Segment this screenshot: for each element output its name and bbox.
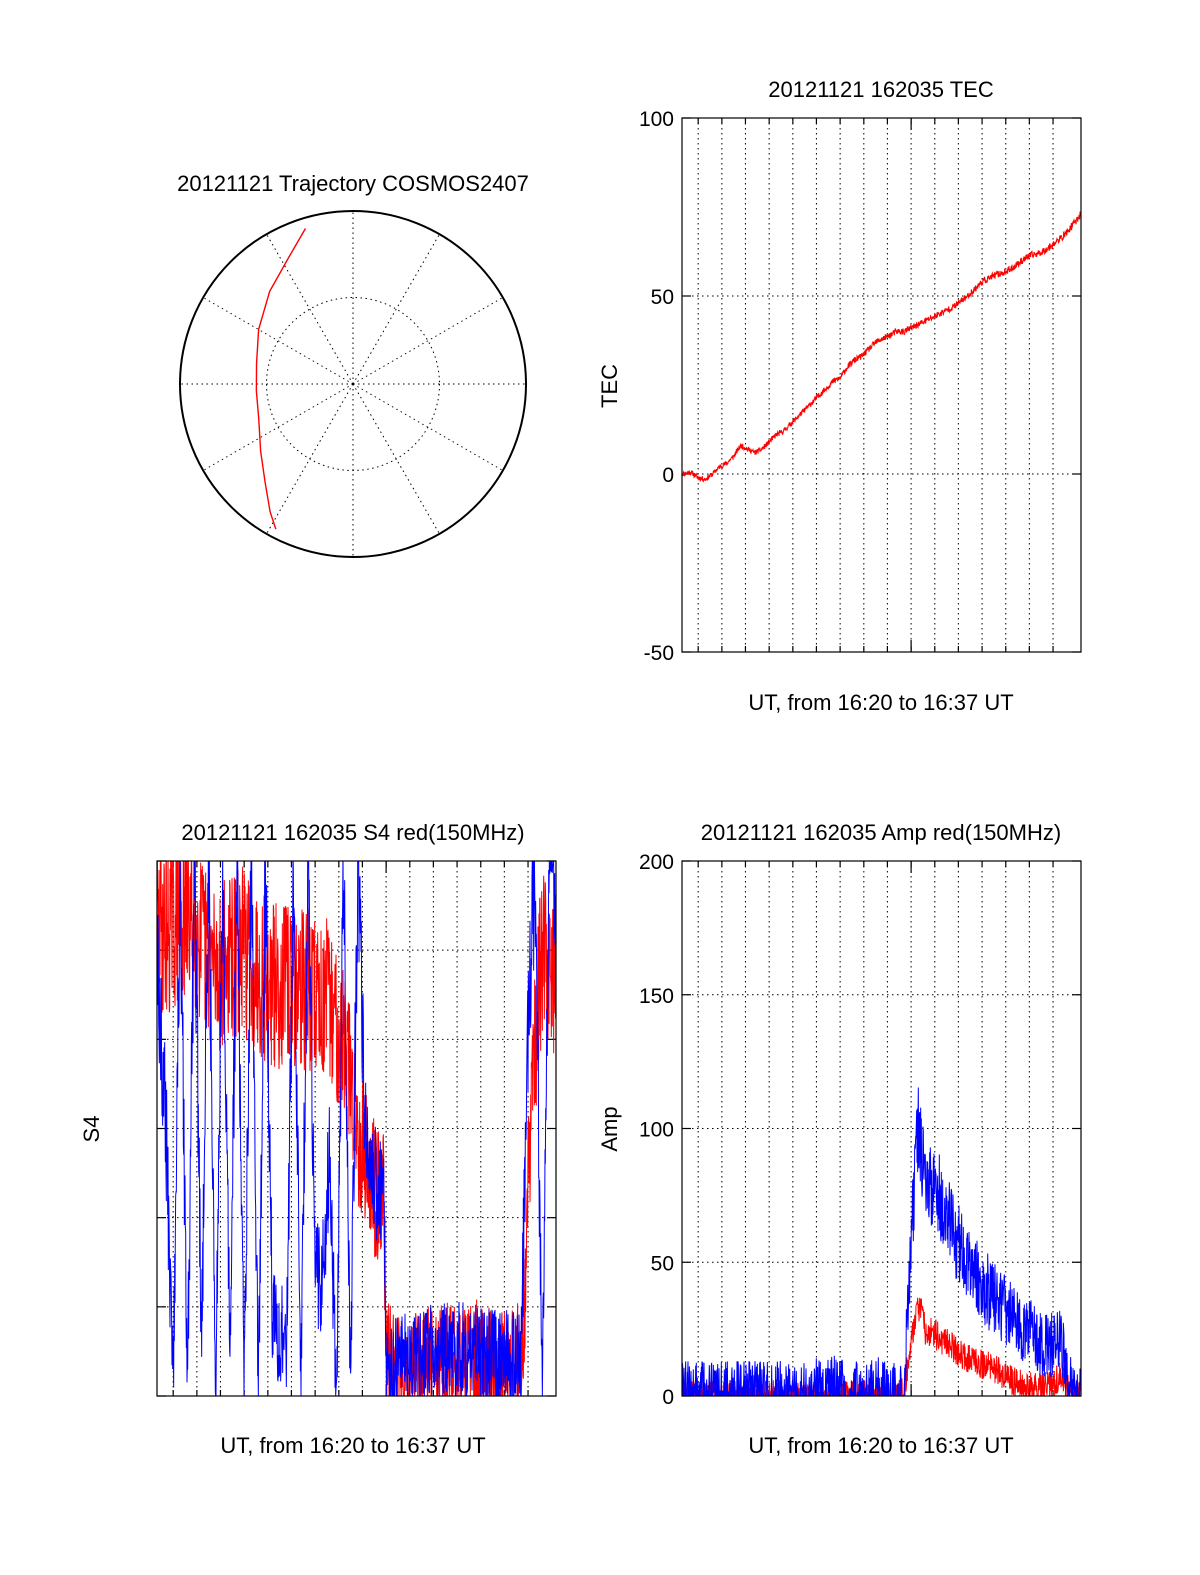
y-tick-label: 50 — [651, 1252, 674, 1275]
y-tick-label: 150 — [639, 985, 674, 1008]
s4-title: 20121121 162035 S4 red(150MHz) — [181, 820, 524, 845]
tec-plot: -50 0 50 100 — [639, 108, 1082, 665]
polar-outer-ring — [179, 210, 527, 558]
trajectory-panel: 20121121 Trajectory COSMOS2407 — [177, 171, 529, 558]
amp-plot: 0 50 100 150 200 — [639, 851, 1082, 1409]
series-line-blue — [682, 1087, 1081, 1396]
tec-panel: 20121121 162035 TEC -50 0 50 100 UT, from 1… — [597, 77, 1082, 715]
trajectory-title: 20121121 Trajectory COSMOS2407 — [177, 171, 529, 196]
plot-frame — [681, 860, 1082, 1397]
y-tick-label: 100 — [639, 108, 674, 131]
y-tick-label: 50 — [651, 286, 674, 309]
series-line-red — [157, 861, 556, 1396]
amp-xlabel: UT, from 16:20 to 16:37 UT — [748, 1433, 1013, 1458]
amp-title: 20121121 162035 Amp red(150MHz) — [701, 820, 1061, 845]
y-tick-label: 100 — [639, 1119, 674, 1142]
tec-title: 20121121 162035 TEC — [768, 77, 994, 102]
plot-frame — [156, 860, 557, 1397]
y-tick-label: 0 — [662, 1386, 674, 1409]
series-line-red — [682, 211, 1081, 484]
tec-xlabel: UT, from 16:20 to 16:37 UT — [748, 690, 1013, 715]
polar-plot — [179, 210, 527, 558]
y-tick-label: 0 — [662, 464, 674, 487]
series-line-blue — [157, 861, 556, 1396]
s4-xlabel: UT, from 16:20 to 16:37 UT — [220, 1433, 485, 1458]
polar-spoke-330 — [266, 233, 354, 385]
plot-frame — [681, 117, 1082, 653]
polar-spoke-300 — [202, 297, 354, 385]
polar-ring-50 — [266, 297, 440, 471]
trajectory-line — [255, 228, 307, 530]
polar-spoke-60 — [352, 297, 504, 385]
y-tick-label: -50 — [644, 642, 674, 665]
s4-ylabel: S4 — [79, 1116, 104, 1143]
s4-panel: 20121121 162035 S4 red(150MHz) UT, from … — [79, 820, 557, 1458]
polar-spoke-30 — [352, 233, 440, 385]
amp-ylabel: Amp — [597, 1106, 622, 1151]
y-tick-label: 200 — [639, 851, 674, 874]
tec-ylabel: TEC — [597, 364, 622, 408]
s4-plot — [156, 860, 557, 1397]
amp-panel: 20121121 162035 Amp red(150MHz) 0 50 100 15… — [597, 820, 1082, 1458]
